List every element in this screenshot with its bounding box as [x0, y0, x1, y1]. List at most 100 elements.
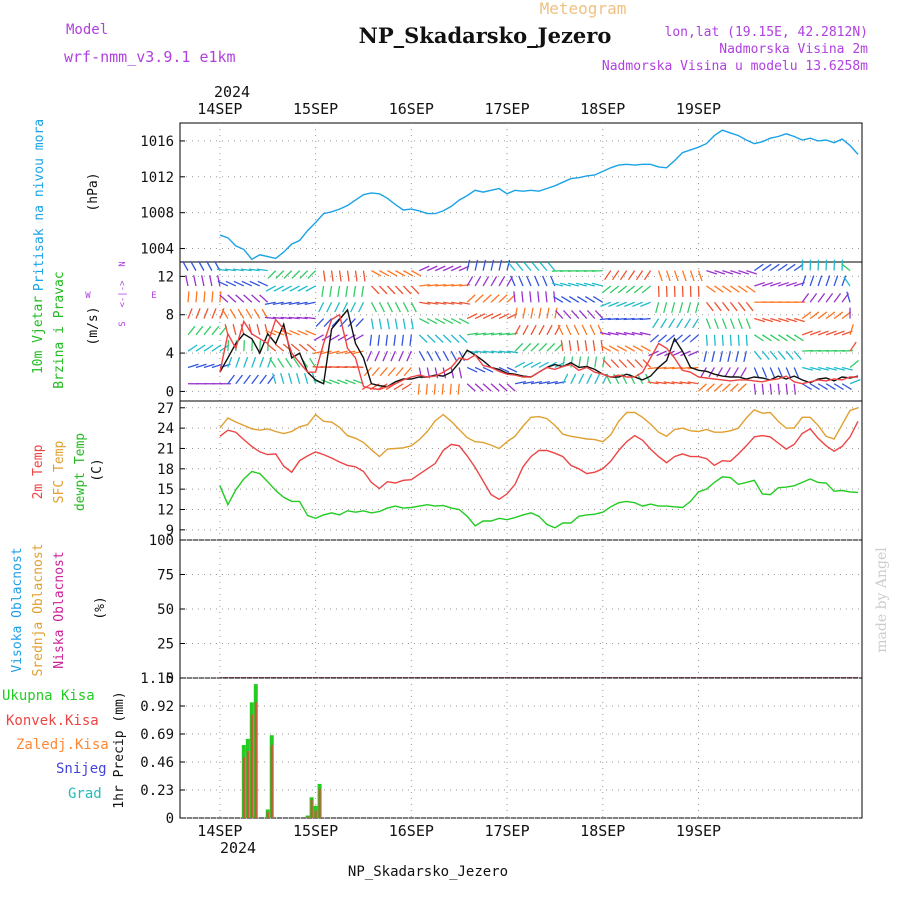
precip-conv-bar [242, 757, 245, 818]
legend-total-rain: Ukupna Kisa [2, 688, 95, 704]
x-tick-label-bottom: 14SEP [197, 822, 242, 840]
cloud-frame [179, 539, 863, 679]
temperature-tick-label: 15 [157, 482, 174, 498]
x-tick-label-top: 17SEP [484, 100, 529, 118]
year-bottom: 2024 [220, 839, 256, 857]
wind-tick-label: 4 [166, 346, 174, 362]
temperature-tick-label: 12 [157, 502, 174, 518]
year-top: 2024 [214, 83, 250, 101]
temp-title-dewpt: dewpt Temp [73, 433, 88, 511]
precip-frame [179, 677, 863, 819]
precip-conv-bar [306, 816, 309, 818]
x-tick-label-bottom: 15SEP [293, 822, 338, 840]
lonlat-label: lon,lat (19.15E, 42.2812N) [665, 25, 869, 40]
pressure-unit: (hPa) [86, 172, 101, 211]
temp-line-2 [219, 470, 859, 529]
pressure-tick-label: 1016 [140, 134, 174, 150]
precip-panel: 0 0.23 0.46 0.69 0.92 1.15 [140, 671, 863, 827]
x-tick-label-top: 18SEP [580, 100, 625, 118]
legend-hail: Grad [68, 786, 102, 802]
cloud-tick-label: 0 [166, 671, 174, 687]
svg-text:<-|->: <-|-> [118, 280, 128, 308]
temp-title-2m: 2m Temp [31, 444, 46, 499]
precip-conv-bar [250, 714, 253, 818]
cloud-title-high: Visoka Oblacnost [10, 547, 25, 672]
wind-tick-label: 8 [166, 308, 174, 324]
precip-ylabel: 1hr Precip (mm) [112, 691, 127, 808]
x-tick-label-top: 19SEP [676, 100, 721, 118]
compass-south: S [118, 321, 128, 326]
x-tick-label-top: 14SEP [197, 100, 242, 118]
pressure-tick-label: 1004 [140, 242, 174, 258]
x-tick-label-top: 15SEP [293, 100, 338, 118]
temperature-tick-label: 27 [157, 401, 174, 417]
precip-tick-label: 0.46 [140, 755, 174, 771]
x-tick-label-top: 16SEP [389, 100, 434, 118]
cloud-title-mid: Srednja Oblacnost [31, 543, 46, 676]
model-label: Model [66, 22, 108, 38]
model-elevation-label: Nadmorska Visina u modelu 13.6258m [602, 59, 868, 74]
precip-tick-label: 1.15 [140, 671, 174, 687]
temperature-tick-label: 9 [166, 523, 174, 539]
model-name: wrf-nmm_v3.9.1 e1km [64, 48, 236, 66]
precip-conv-bar [254, 702, 257, 818]
precip-tick-label: 0.69 [140, 727, 174, 743]
precip-conv-bar [266, 811, 269, 818]
wind-title-2: Brzina i Pravac [52, 271, 67, 388]
wind-panel: 0 4 8 12 [157, 259, 863, 402]
precip-conv-bar [246, 751, 249, 818]
cloud-tick-label: 50 [157, 602, 174, 618]
temp-unit: (C) [90, 458, 105, 481]
wind-title-1: 10m Vjetar [31, 296, 46, 374]
pressure-line [219, 129, 859, 261]
credit-text: made by Angel [874, 547, 890, 653]
elevation-label: Nadmorska Visina 2m [719, 42, 868, 57]
footer-station: NP_Skadarsko_Jezero [348, 864, 508, 880]
precip-tick-label: 0 [166, 811, 174, 827]
wind-tick-label: 0 [166, 384, 174, 400]
pressure-tick-label: 1012 [140, 170, 174, 186]
cloud-tick-label: 25 [157, 637, 174, 653]
precip-conv-bar [270, 744, 273, 818]
compass-west: W [85, 291, 91, 301]
cloud-title-low: Niska Oblacnost [52, 551, 67, 668]
legend-freezing-rain: Zaledj.Kisa [16, 737, 109, 753]
compass-east: E [151, 291, 156, 301]
precip-conv-bar [314, 810, 317, 818]
station-title: NP_Skadarsko_Jezero [359, 23, 612, 48]
temp-line-1 [219, 407, 859, 458]
compass-icon: N S <-|-> [118, 261, 128, 326]
date-axis-bottom: 14SEP 15SEP 16SEP 17SEP 18SEP 19SEP [197, 822, 721, 840]
date-axis-top: 14SEP 15SEP 16SEP 17SEP 18SEP 19SEP [197, 100, 721, 118]
precip-conv-bar [310, 799, 313, 818]
temperature-panel: 9 12 15 18 21 24 27 [157, 400, 863, 541]
wind-gust-line [219, 313, 858, 391]
x-tick-label-bottom: 19SEP [676, 822, 721, 840]
temperature-tick-label: 21 [157, 441, 174, 457]
precip-tick-label: 0.92 [140, 699, 174, 715]
temp-title-sfc: SFC Temp [52, 441, 67, 504]
cloud-tick-label: 100 [149, 533, 174, 549]
cloud-panel: 0 25 50 75 100 [149, 533, 863, 687]
legend-convective-rain: Konvek.Kisa [6, 713, 99, 729]
cloud-tick-label: 75 [157, 568, 174, 584]
wind-tick-label: 12 [157, 269, 174, 285]
pressure-title: Pritisak na nivou mora [32, 119, 47, 291]
wind-unit: (m/s) [86, 306, 101, 345]
product-title: Meteogram [540, 0, 627, 18]
temperature-tick-label: 18 [157, 462, 174, 478]
x-tick-label-bottom: 16SEP [389, 822, 434, 840]
precip-conv-bar [318, 788, 321, 818]
pressure-tick-label: 1008 [140, 206, 174, 222]
pressure-panel: 1004 1008 1012 1016 [140, 122, 863, 263]
compass-north: N [118, 261, 128, 266]
temp-line-0 [219, 420, 859, 501]
temperature-tick-label: 24 [157, 421, 174, 437]
x-tick-label-bottom: 18SEP [580, 822, 625, 840]
legend-snow: Snijeg [56, 761, 107, 777]
x-tick-label-bottom: 17SEP [484, 822, 529, 840]
precip-tick-label: 0.23 [140, 783, 174, 799]
cloud-unit: (%) [93, 596, 108, 619]
pressure-frame [179, 122, 863, 263]
